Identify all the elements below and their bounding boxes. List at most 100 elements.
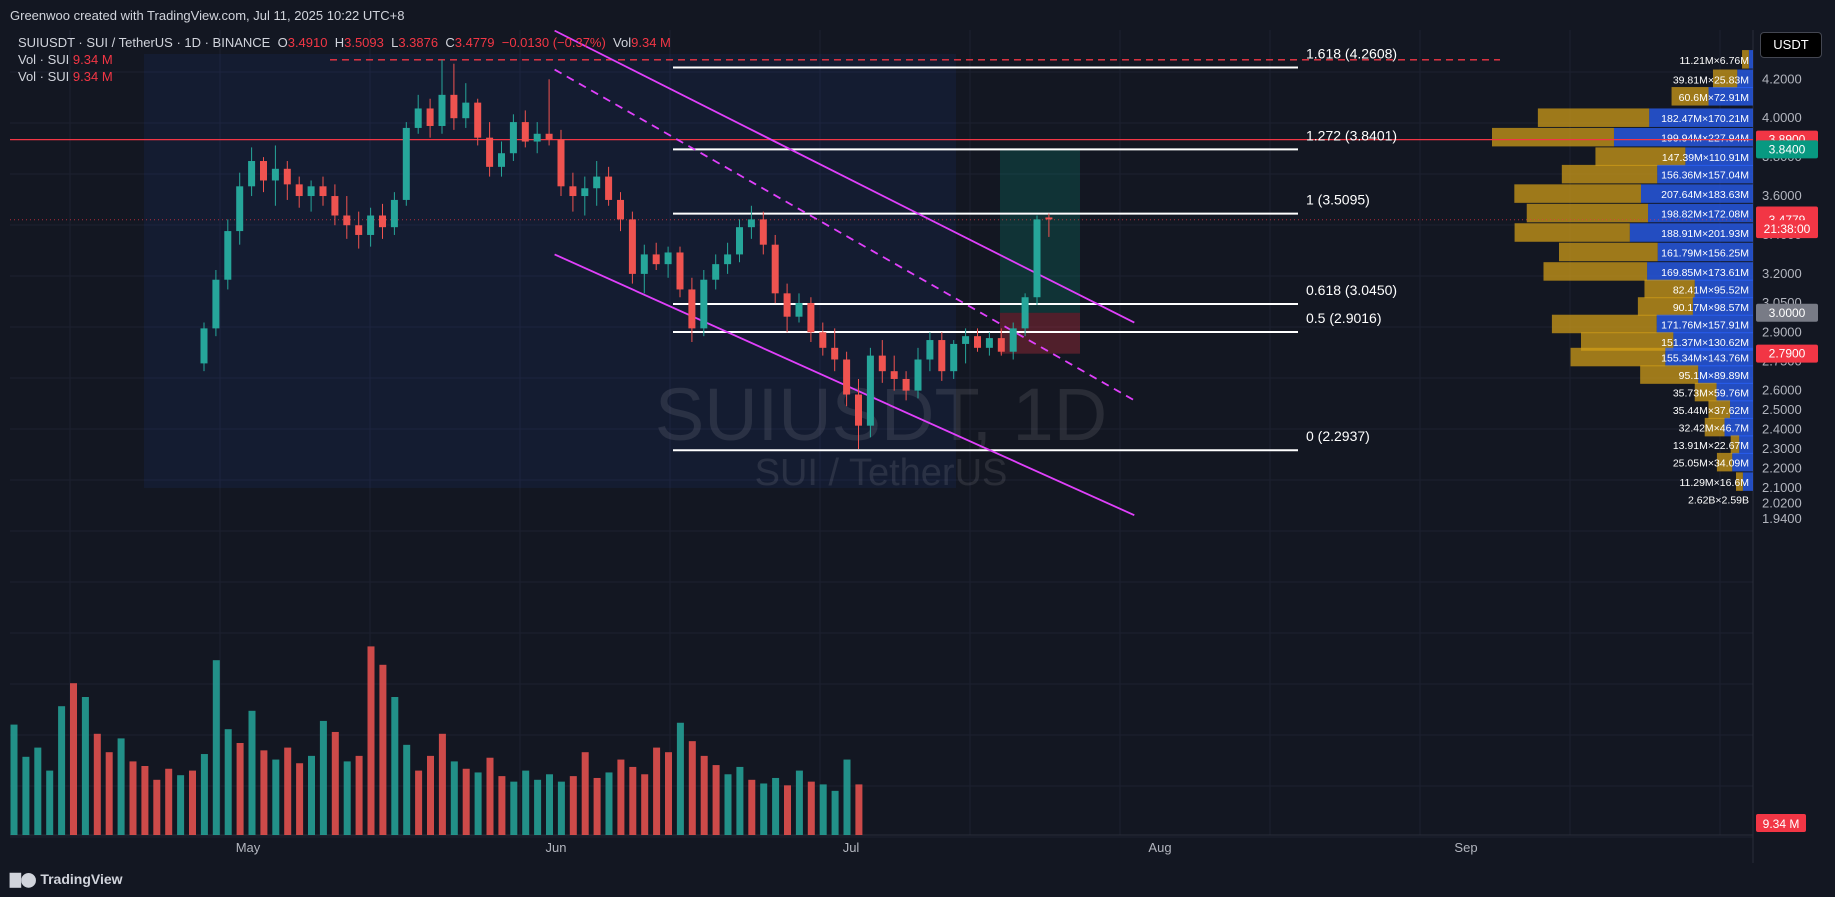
candle xyxy=(248,147,256,197)
volume-profile-label: 90.17M×98.57M xyxy=(1673,302,1749,314)
candle xyxy=(224,219,232,290)
volume-bar xyxy=(141,766,149,835)
candle xyxy=(569,172,577,212)
candle xyxy=(545,79,553,146)
time-tick-label: May xyxy=(236,840,261,855)
candle-body xyxy=(414,108,422,128)
price-tick-label: 2.9000 xyxy=(1762,324,1802,339)
candle xyxy=(605,166,613,206)
volume-profile-label: 171.76M×157.91M xyxy=(1661,319,1749,331)
volume-bar xyxy=(557,781,565,835)
volume-bar xyxy=(700,755,708,835)
volume-profile-label: 95.1M×89.89M xyxy=(1679,370,1749,382)
price-tick-label: 4.2000 xyxy=(1762,71,1802,86)
volume-bar xyxy=(438,733,446,835)
plot-area xyxy=(10,28,1753,835)
candle xyxy=(498,141,505,177)
candle-body xyxy=(724,254,732,265)
price-tick-label: 2.1000 xyxy=(1762,480,1802,495)
candle-body xyxy=(319,186,327,197)
candle-body xyxy=(355,225,363,235)
candle-body xyxy=(855,394,862,426)
volume-profile-label: 32.42M×46.7M xyxy=(1679,423,1749,435)
volume-profile-label: 60.6M×72.91M xyxy=(1679,92,1749,104)
fib-level-label: 1.272 (3.8401) xyxy=(1306,127,1397,143)
candle xyxy=(688,277,696,342)
candle xyxy=(926,332,934,372)
volume-bar xyxy=(105,752,113,835)
volume-profile-down-bar xyxy=(1742,50,1749,69)
candle-body xyxy=(260,161,267,181)
volume-profile-label: 11.29M×16.6M xyxy=(1679,477,1749,489)
volume-profile-down-bar xyxy=(1543,262,1648,281)
volume-bar xyxy=(331,731,339,835)
candle-body xyxy=(307,186,315,197)
attribution-text: Greenwoo created with TradingView.com, J… xyxy=(10,8,405,23)
volume-bar xyxy=(593,777,601,835)
volume-bar xyxy=(736,766,744,835)
candle xyxy=(819,322,827,356)
legend-volume-row-2[interactable]: Vol · SUI 9.34 M xyxy=(18,68,671,85)
legend-volume-2-label: Vol · SUI xyxy=(18,69,70,84)
volume-bar xyxy=(367,646,375,835)
candle-body xyxy=(962,336,970,344)
volume-profile-down-bar xyxy=(1551,314,1657,334)
volume-bar xyxy=(34,747,42,835)
attribution-bar: Greenwoo created with TradingView.com, J… xyxy=(0,0,1835,30)
volume-profile-label: 39.81M×25.83M xyxy=(1673,74,1749,86)
volume-profile-up-bar xyxy=(1692,297,1753,316)
volume-bar xyxy=(462,768,470,835)
volume-bar xyxy=(284,747,292,835)
price-tick-label: 2.4000 xyxy=(1762,422,1802,437)
candle xyxy=(843,351,851,407)
currency-unit-button[interactable]: USDT xyxy=(1760,32,1822,58)
volume-profile-down-bar xyxy=(1644,279,1695,299)
volume-bar xyxy=(688,741,696,835)
candle xyxy=(1045,213,1053,237)
price-tick-label: 3.2000 xyxy=(1762,266,1802,281)
volume-bar xyxy=(415,770,423,835)
time-tick-label: Aug xyxy=(1148,840,1171,855)
volume-bar xyxy=(308,755,315,835)
candle xyxy=(450,63,458,130)
candle-body xyxy=(283,168,291,185)
legend-low-label: L xyxy=(391,35,399,50)
candle-body xyxy=(628,219,636,274)
price-label-box xyxy=(1756,303,1818,322)
candle-body xyxy=(569,186,577,197)
legend-close-value: 3.4779 xyxy=(454,35,495,50)
tradingview-logo: ▇⬤ TradingView xyxy=(10,871,123,888)
price-tick-label: 2.5000 xyxy=(1762,402,1802,417)
volume-bar xyxy=(760,783,768,835)
volume-bar xyxy=(629,766,637,835)
volume-bar xyxy=(569,776,577,835)
volume-profile-label: 169.85M×173.61M xyxy=(1661,267,1749,279)
volume-bar xyxy=(272,759,280,835)
legend-low-value: 3.3876 xyxy=(398,35,439,50)
volume-profile-label: 182.47M×170.21M xyxy=(1661,113,1749,125)
candle-body xyxy=(866,355,874,426)
candle xyxy=(771,234,779,304)
candle-body xyxy=(640,254,648,274)
candle xyxy=(640,244,648,294)
legend-ohlc-row: SUIUSDT · SUI / TetherUS · 1D · BINANCE … xyxy=(18,34,671,51)
volume-bar xyxy=(641,774,649,835)
volume-bar xyxy=(427,755,434,835)
candle xyxy=(831,328,839,372)
volume-profile-label: 2.62B×2.59B xyxy=(1688,495,1749,507)
volume-profile-up-bar xyxy=(1656,314,1753,334)
legend-volume-row-1[interactable]: Vol · SUI 9.34 M xyxy=(18,51,671,68)
volume-profile-up-bar xyxy=(1647,262,1753,281)
candle-body xyxy=(450,94,458,119)
candle-body xyxy=(664,252,672,265)
volume-bar xyxy=(177,775,185,835)
volume-profile-up-bar xyxy=(1665,347,1753,367)
volume-bar xyxy=(224,729,232,835)
candle-body xyxy=(997,338,1005,352)
fib-level-label: 1 (3.5095) xyxy=(1306,192,1370,208)
price-label-box xyxy=(1756,140,1818,159)
candle xyxy=(260,157,267,193)
legend-symbol[interactable]: SUIUSDT · SUI / TetherUS · 1D · BINANCE xyxy=(18,35,271,50)
candle-body xyxy=(367,215,375,235)
